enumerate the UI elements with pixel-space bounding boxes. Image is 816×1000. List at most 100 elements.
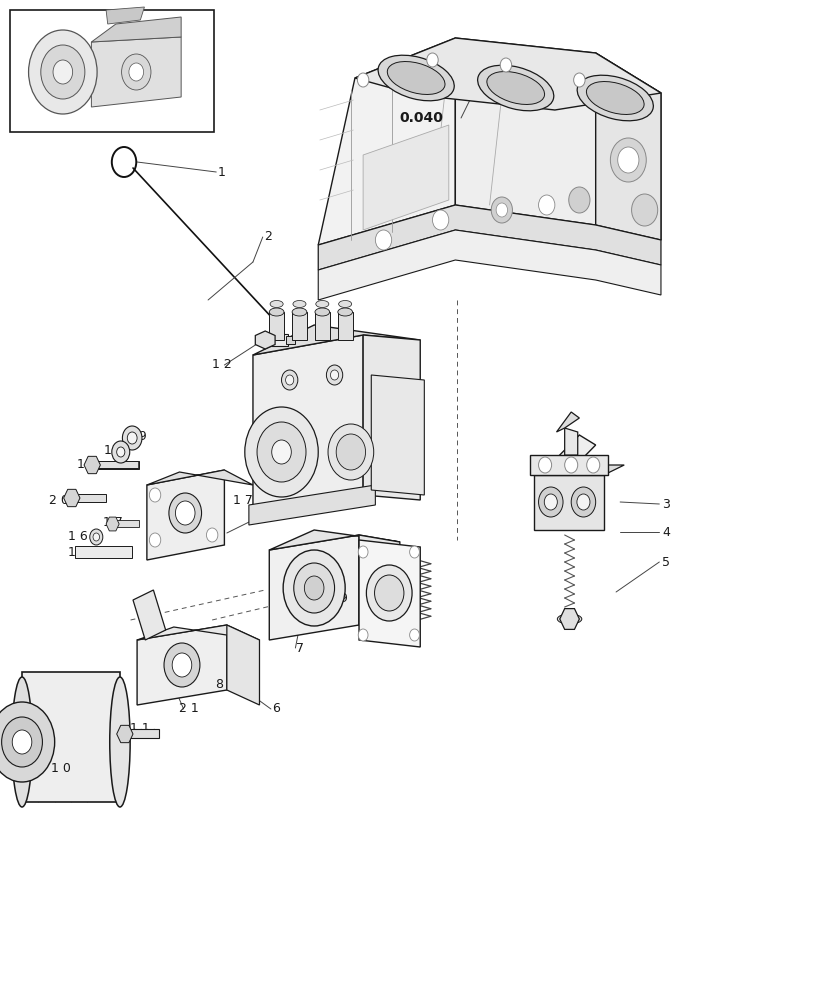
Polygon shape bbox=[318, 38, 455, 245]
Circle shape bbox=[326, 365, 343, 385]
Text: 9: 9 bbox=[339, 591, 347, 604]
Ellipse shape bbox=[388, 62, 445, 94]
Circle shape bbox=[282, 370, 298, 390]
Polygon shape bbox=[106, 7, 144, 24]
Text: 1 6: 1 6 bbox=[68, 530, 87, 544]
Bar bbox=[338, 312, 353, 340]
Circle shape bbox=[169, 493, 202, 533]
Text: 1 4: 1 4 bbox=[155, 494, 175, 508]
Polygon shape bbox=[534, 465, 624, 475]
Circle shape bbox=[571, 487, 596, 517]
Polygon shape bbox=[253, 325, 420, 355]
Bar bbox=[126, 729, 159, 738]
Circle shape bbox=[2, 717, 42, 767]
Circle shape bbox=[569, 187, 590, 213]
Circle shape bbox=[149, 533, 161, 547]
Text: 7: 7 bbox=[296, 642, 304, 654]
Bar bbox=[269, 312, 284, 340]
Text: 6: 6 bbox=[272, 702, 280, 716]
Circle shape bbox=[610, 138, 646, 182]
Bar bbox=[75, 546, 132, 558]
Circle shape bbox=[175, 501, 195, 525]
Polygon shape bbox=[363, 335, 420, 500]
Polygon shape bbox=[137, 625, 227, 705]
Polygon shape bbox=[555, 435, 596, 470]
Polygon shape bbox=[359, 535, 400, 632]
Circle shape bbox=[375, 575, 404, 611]
Circle shape bbox=[618, 147, 639, 173]
Polygon shape bbox=[455, 38, 661, 240]
Ellipse shape bbox=[316, 300, 329, 307]
Circle shape bbox=[577, 494, 590, 510]
Text: 1 9: 1 9 bbox=[104, 444, 124, 458]
Circle shape bbox=[172, 653, 192, 677]
Circle shape bbox=[544, 494, 557, 510]
Circle shape bbox=[272, 440, 291, 464]
Polygon shape bbox=[106, 517, 119, 531]
Polygon shape bbox=[137, 625, 259, 640]
Circle shape bbox=[632, 194, 658, 226]
Circle shape bbox=[286, 375, 294, 385]
Circle shape bbox=[539, 487, 563, 517]
Polygon shape bbox=[91, 37, 181, 107]
Circle shape bbox=[122, 426, 142, 450]
Circle shape bbox=[357, 73, 369, 87]
FancyArrow shape bbox=[86, 459, 139, 471]
Text: 1 7: 1 7 bbox=[233, 494, 253, 508]
Ellipse shape bbox=[487, 72, 544, 104]
Polygon shape bbox=[530, 455, 608, 475]
Ellipse shape bbox=[378, 55, 455, 101]
Circle shape bbox=[117, 447, 125, 457]
Ellipse shape bbox=[587, 82, 644, 114]
Circle shape bbox=[491, 197, 512, 223]
Ellipse shape bbox=[109, 677, 130, 807]
Text: 4: 4 bbox=[662, 526, 670, 538]
Circle shape bbox=[164, 643, 200, 687]
Polygon shape bbox=[249, 485, 375, 525]
Bar bbox=[292, 312, 307, 340]
Bar bbox=[73, 494, 106, 502]
Polygon shape bbox=[355, 38, 661, 110]
Text: 1 3: 1 3 bbox=[78, 458, 97, 472]
Circle shape bbox=[245, 407, 318, 497]
Polygon shape bbox=[359, 540, 420, 647]
Polygon shape bbox=[64, 489, 80, 507]
Circle shape bbox=[565, 457, 578, 473]
Polygon shape bbox=[557, 412, 579, 432]
Bar bbox=[114, 520, 139, 527]
Circle shape bbox=[330, 370, 339, 380]
Circle shape bbox=[574, 73, 585, 87]
Circle shape bbox=[149, 488, 161, 502]
Text: 1: 1 bbox=[218, 165, 226, 178]
Ellipse shape bbox=[292, 308, 307, 316]
Circle shape bbox=[410, 629, 419, 641]
Circle shape bbox=[432, 210, 449, 230]
Ellipse shape bbox=[315, 308, 330, 316]
Text: 1 2: 1 2 bbox=[212, 359, 232, 371]
Text: 1 0: 1 0 bbox=[51, 762, 71, 774]
Polygon shape bbox=[363, 125, 449, 230]
Text: 5: 5 bbox=[662, 556, 670, 568]
Text: 1 5: 1 5 bbox=[68, 546, 87, 560]
Text: 2 0: 2 0 bbox=[49, 494, 69, 508]
Circle shape bbox=[358, 629, 368, 641]
Ellipse shape bbox=[293, 300, 306, 307]
Circle shape bbox=[358, 546, 368, 558]
Ellipse shape bbox=[338, 308, 353, 316]
Circle shape bbox=[587, 457, 600, 473]
Text: 1 9: 1 9 bbox=[127, 430, 147, 442]
Circle shape bbox=[93, 533, 100, 541]
Polygon shape bbox=[560, 609, 579, 629]
Ellipse shape bbox=[339, 300, 352, 307]
Polygon shape bbox=[255, 331, 275, 349]
Polygon shape bbox=[318, 230, 661, 300]
Bar bbox=[94, 461, 139, 469]
Text: 2 1: 2 1 bbox=[180, 702, 199, 716]
Polygon shape bbox=[91, 17, 181, 42]
Bar bbox=[315, 312, 330, 340]
Bar bbox=[10, 10, 214, 132]
Polygon shape bbox=[227, 625, 259, 705]
Polygon shape bbox=[147, 470, 253, 485]
Ellipse shape bbox=[577, 75, 654, 121]
Circle shape bbox=[294, 563, 335, 613]
